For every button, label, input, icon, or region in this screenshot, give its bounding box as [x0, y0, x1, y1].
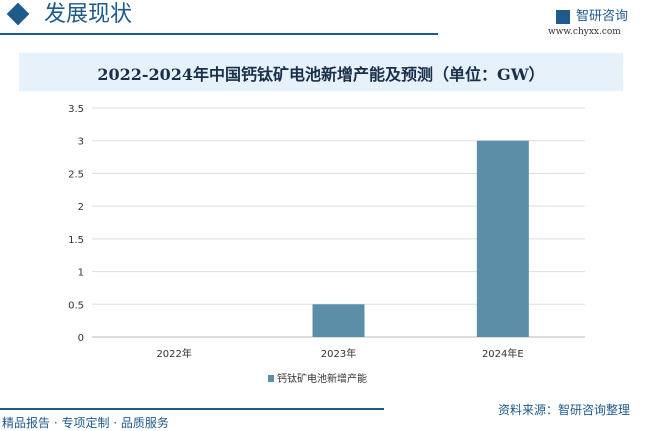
brand-logo: 智研咨询: [556, 5, 628, 24]
footer-divider: [0, 408, 384, 410]
brand-name: 智研咨询: [576, 9, 629, 24]
x-tick-label: 2023年: [321, 347, 356, 360]
y-tick-label: 0: [78, 333, 84, 344]
brand-url: www.chyxx.com: [548, 27, 621, 37]
bar: [312, 304, 365, 337]
legend-label: 钙钛矿电池新增产能: [277, 372, 367, 385]
x-tick-label: 2024年E: [482, 347, 524, 360]
chart-title-box: 2022-2024年中国钙钛矿电池新增产能及预测（单位：GW）: [19, 53, 623, 91]
x-tick-label: 2022年: [156, 347, 191, 360]
y-tick-label: 3.5: [68, 104, 84, 115]
chart-title: 2022-2024年中国钙钛矿电池新增产能及预测（单位：GW）: [97, 65, 545, 84]
y-tick-label: 1.5: [68, 235, 84, 246]
section-title: 发展现状: [44, 2, 133, 27]
source-note: 资料来源：智研咨询整理: [498, 403, 631, 417]
y-tick-label: 3: [78, 137, 84, 148]
y-tick-label: 1: [78, 268, 84, 279]
y-tick-label: 0.5: [68, 300, 84, 311]
logo-icon: [556, 9, 570, 24]
bar: [476, 140, 529, 337]
divider: [0, 33, 438, 35]
y-tick-label: 2.5: [68, 169, 84, 180]
footer-slogan: 精品报告 · 专项定制 · 品质服务: [2, 416, 169, 430]
legend-swatch: [268, 375, 274, 382]
y-tick-label: 2: [78, 202, 84, 213]
